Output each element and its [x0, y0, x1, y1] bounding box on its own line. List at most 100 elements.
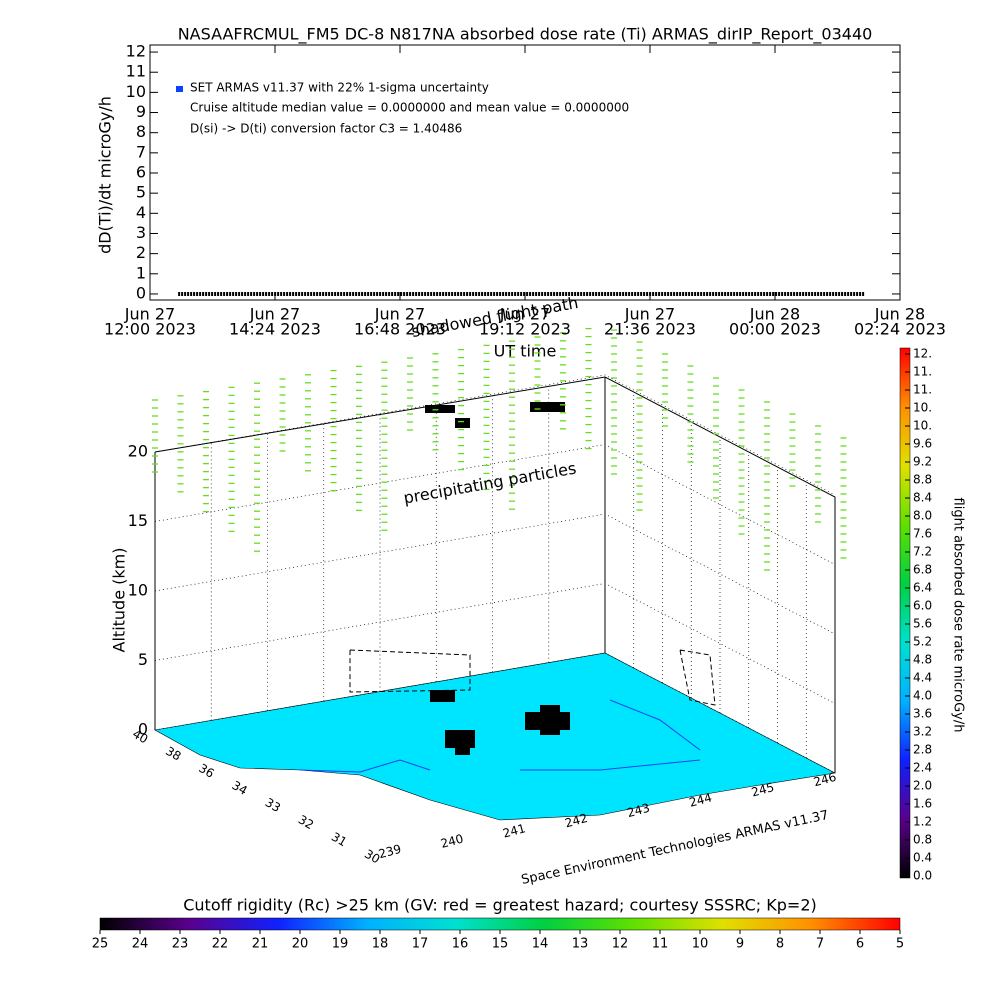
- lat-tick-label: 31: [329, 830, 349, 850]
- x-tick-label: Jun 28: [874, 305, 925, 324]
- colorbar-tick-label: 23: [172, 937, 189, 952]
- x-tick-label: Jun 28: [749, 305, 800, 324]
- lat-tick-label: 34: [230, 778, 250, 798]
- grid-line: [154, 444, 836, 565]
- x-tick-label: 16:48 2023: [354, 320, 446, 339]
- blobs: [425, 402, 570, 755]
- z-tick-label: 20: [128, 442, 148, 461]
- colorbar-tick-label: 1.2: [913, 815, 932, 829]
- legend-text: Cruise altitude median value = 0.0000000…: [190, 101, 629, 115]
- colorbar-tick-label: 22: [212, 937, 229, 952]
- colorbar-tick-label: 12.: [913, 347, 932, 361]
- lat-tick-label: 32: [296, 812, 316, 832]
- x-axis-label: UT time: [494, 342, 557, 361]
- colorbar-tick-label: 12: [612, 937, 629, 952]
- z-tick-label: 5: [138, 650, 148, 669]
- colorbar: [99, 917, 901, 931]
- z-tick-label: 0: [138, 720, 148, 739]
- annotation: precipitating particles: [402, 458, 578, 507]
- lat-tick-label: 38: [163, 744, 183, 764]
- colorbar-tick-label: 0.8: [913, 833, 932, 847]
- x-tick-label: Jun 27: [249, 305, 300, 324]
- colorbar-tick-label: 2.8: [913, 743, 932, 757]
- colorbar-tick-label: 18: [372, 937, 389, 952]
- y-tick-label: 0: [136, 283, 146, 302]
- colorbar-tick-label: 14: [532, 937, 549, 952]
- y-tick-label: 2: [136, 243, 146, 262]
- z-tick-label: 10: [128, 581, 148, 600]
- x-tick-label: 14:24 2023: [229, 320, 321, 339]
- y-axis-label: dD(Ti)/dt microGy/h: [96, 96, 115, 254]
- colorbar-tick-label: 6.8: [913, 563, 932, 577]
- colorbar-tick-label: 19: [332, 937, 349, 952]
- y-tick-label: 10: [126, 82, 146, 101]
- colorbar-tick-label: 5.6: [913, 617, 932, 631]
- colorbar-tick-label: 21: [252, 937, 269, 952]
- x-tick-label: 02:24 2023: [854, 320, 946, 339]
- colorbar: [899, 347, 911, 879]
- colorbar-tick-label: 2.4: [913, 761, 932, 775]
- x-tick-label: 21:36 2023: [604, 320, 696, 339]
- colorbar-tick-label: 25: [92, 937, 109, 952]
- lat-tick-label: 36: [196, 761, 216, 781]
- colorbar-tick-label: 0.0: [913, 869, 932, 883]
- colorbar-tick-label: 7.6: [913, 527, 932, 541]
- x-tick-label: 00:00 2023: [729, 320, 821, 339]
- scene-3d: shadowed flight path precipitating parti…: [110, 293, 847, 888]
- lon-tick-label: 245: [750, 780, 776, 799]
- colorbar-tick-label: 11: [652, 937, 669, 952]
- x-tick-label: Jun 27: [499, 305, 550, 324]
- wall-grid: [154, 374, 836, 774]
- y-tick-label: 1: [136, 263, 146, 282]
- colorbar-tick-label: 3.2: [913, 725, 932, 739]
- x-tick-label: 19:12 2023: [479, 320, 571, 339]
- colorbar-tick-label: 4.0: [913, 689, 932, 703]
- y-tick-label: 5: [136, 183, 146, 202]
- legend-marker: [176, 86, 183, 92]
- x-tick-label: Jun 27: [374, 305, 425, 324]
- lon-tick-label: 244: [688, 790, 714, 809]
- lon-tick-label: 243: [626, 801, 652, 820]
- colorbar-tick-label: 11.: [913, 383, 932, 397]
- colorbar-tick-label: 1.6: [913, 797, 932, 811]
- x-tick-label: Jun 27: [124, 305, 175, 324]
- colorbar-tick-label: 8.4: [913, 491, 932, 505]
- lat-tick-label: 33: [263, 795, 283, 815]
- grid-line: [154, 374, 836, 496]
- colorbar-tick-label: 24: [132, 937, 149, 952]
- lon-tick-label: 246: [812, 770, 838, 789]
- z-axis-label: Altitude (km): [110, 548, 129, 653]
- chart-title: NASAAFRCMUL_FM5 DC-8 N817NA absorbed dos…: [178, 25, 873, 45]
- colorbar-tick-label: 4.8: [913, 653, 932, 667]
- lat-tick-label: 30: [362, 847, 382, 867]
- colorbar-tick-label: 10: [692, 937, 709, 952]
- lon-tick-label: 242: [563, 811, 589, 830]
- y-tick-label: 12: [126, 42, 146, 61]
- colorbar-tick-label: 10.: [913, 401, 932, 415]
- colorbar-tick-label: 11.: [913, 365, 932, 379]
- colorbar-tick-label: 8: [776, 937, 784, 952]
- colorbar-label: Cutoff rigidity (Rc) >25 km (GV: red = g…: [183, 896, 817, 915]
- colorbar-tick-label: 5: [896, 937, 904, 952]
- y-tick-label: 11: [126, 62, 146, 81]
- grid-line: [154, 583, 836, 704]
- colorbar-tick-label: 7.2: [913, 545, 932, 559]
- colorbar-tick-label: 9.6: [913, 437, 932, 451]
- colorbar-tick-label: 10.: [913, 419, 932, 433]
- y-tick-label: 9: [136, 102, 146, 121]
- colorbar-tick-label: 17: [412, 937, 429, 952]
- lon-tick-label: 239: [377, 842, 403, 861]
- colorbar-tick-label: 20: [292, 937, 309, 952]
- y-tick-label: 3: [136, 223, 146, 242]
- grid-line: [154, 652, 836, 774]
- lat-tick-label: 40: [130, 727, 150, 747]
- colorbar-tick-label: 13: [572, 937, 589, 952]
- legend-text: SET ARMAS v11.37 with 22% 1-sigma uncert…: [190, 81, 489, 95]
- y-tick-label: 6: [136, 163, 146, 182]
- colorbar-tick-label: 8.0: [913, 509, 932, 523]
- colorbar-tick-label: 2.0: [913, 779, 932, 793]
- y-tick-label: 4: [136, 203, 146, 222]
- colorbar-tick-label: 4.4: [913, 671, 932, 685]
- legend-text: D(si) -> D(ti) conversion factor C3 = 1.…: [190, 122, 462, 136]
